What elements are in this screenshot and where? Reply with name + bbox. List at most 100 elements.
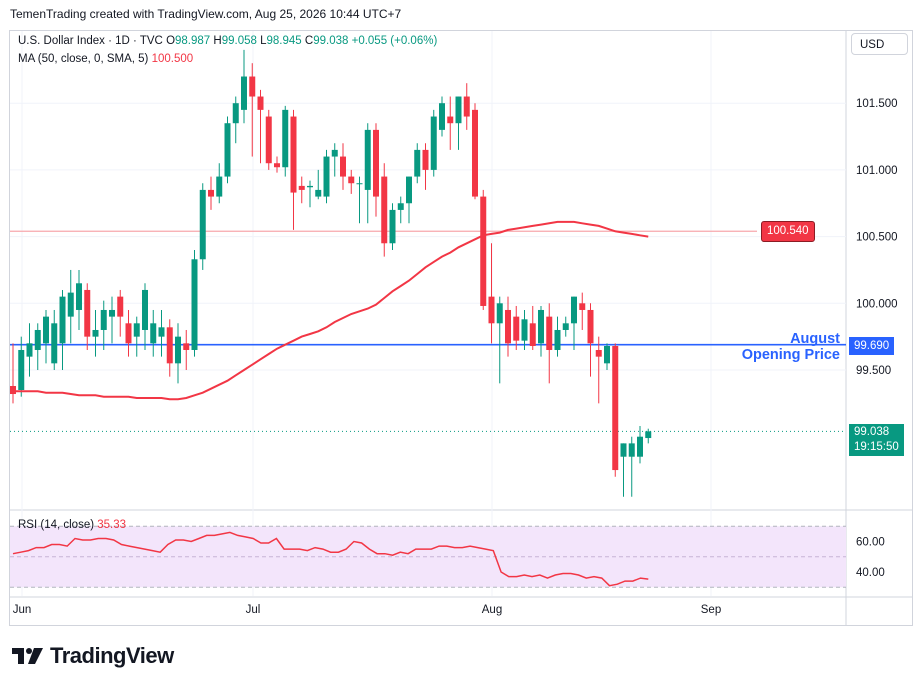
opening-price-tag: 99.690 <box>849 337 895 355</box>
low-value: 98.945 <box>266 35 302 47</box>
candle-body <box>430 116 437 170</box>
x-tick-label: Jun <box>13 604 32 616</box>
candle-body <box>645 431 652 439</box>
candle-body <box>76 283 82 310</box>
candle-body <box>595 349 602 357</box>
august-annotation: August Opening Price <box>700 331 840 363</box>
candle-body <box>100 309 107 330</box>
rsi-value: 35.33 <box>97 519 127 531</box>
candle-body <box>373 129 379 197</box>
annotation-line1: August <box>790 331 840 347</box>
candle-body <box>224 123 231 177</box>
candle-body <box>199 189 206 260</box>
symbol-title: U.S. Dollar Index · 1D · TVC <box>18 35 163 47</box>
ma-value: 100.500 <box>151 53 194 65</box>
candle-body <box>472 109 478 197</box>
candle-body <box>257 96 264 110</box>
ma-label: MA (50, close, 0, SMA, 5) <box>18 53 149 65</box>
y-tick-label: 100.500 <box>856 232 898 244</box>
candle-body <box>546 316 553 350</box>
candle-body <box>364 129 371 190</box>
annotation-line2: Opening Price <box>741 347 840 363</box>
close-label: C <box>304 35 314 47</box>
last-price-value: 99.038 <box>854 426 890 438</box>
candle-body <box>142 289 148 330</box>
candle-body <box>521 319 528 341</box>
candle-body <box>637 436 643 457</box>
countdown-value: 19:15:50 <box>854 441 899 453</box>
candle-body <box>463 96 470 117</box>
symbol-legend: U.S. Dollar Index · 1D · TVC O98.987 H99… <box>18 35 437 47</box>
candle-body <box>340 156 346 177</box>
candle-body <box>505 309 511 344</box>
chart-credit: TemenTrading created with TradingView.co… <box>10 7 402 21</box>
candle-body <box>480 196 487 306</box>
candle-body <box>406 176 412 204</box>
candle-body <box>331 149 338 157</box>
candle-body <box>191 259 198 350</box>
candle-body <box>447 116 454 124</box>
candle-body <box>265 116 272 164</box>
y-tick-label: 100.000 <box>856 298 898 310</box>
candle-body <box>571 296 577 324</box>
open-value: 98.987 <box>175 35 211 47</box>
candle-body <box>18 349 25 391</box>
candle-body <box>628 443 635 457</box>
chart-frame <box>9 30 913 626</box>
currency-button[interactable]: USD <box>851 33 908 55</box>
last-price-tag: 99.038 19:15:50 <box>849 424 904 456</box>
candle-body <box>117 296 124 317</box>
candle-body <box>604 345 610 364</box>
candle-body <box>150 323 157 344</box>
candle-body <box>315 189 322 197</box>
candle-body <box>166 327 173 364</box>
candle-body <box>175 336 181 364</box>
candle-body <box>109 309 115 317</box>
candle-body <box>356 183 363 185</box>
high-value: 99.058 <box>221 35 257 47</box>
close-value: 99.038 <box>313 35 349 47</box>
y-tick-label: 99.500 <box>856 365 891 377</box>
candle-body <box>208 189 214 197</box>
rsi-tick-label: 40.00 <box>856 567 885 579</box>
candle-body <box>529 323 536 346</box>
candle-body <box>274 163 280 168</box>
candle-body <box>84 289 91 337</box>
rsi-line <box>12 531 649 587</box>
candle-body <box>34 329 41 350</box>
candle-body <box>133 323 140 337</box>
candle-body <box>26 343 33 357</box>
candle-body <box>183 343 190 350</box>
candle-body <box>10 386 16 395</box>
ma-line <box>13 220 649 401</box>
x-tick-label: Jul <box>246 604 261 616</box>
candle-body <box>579 303 586 310</box>
candle-body <box>389 209 396 244</box>
candle-body <box>67 292 74 317</box>
candle-body <box>414 149 421 177</box>
candle-body <box>249 76 256 97</box>
candle-body <box>554 329 561 350</box>
candle-body <box>298 185 305 190</box>
low-label: L <box>260 35 267 47</box>
candle-body <box>307 185 313 188</box>
tradingview-logo[interactable]: TradingView <box>12 643 174 669</box>
ma-level-tag: 100.540 <box>761 221 815 242</box>
candle-body <box>232 103 239 124</box>
rsi-tick-label: 60.00 <box>856 537 885 549</box>
candle-body <box>381 176 388 244</box>
candle-body <box>241 76 247 110</box>
candle-body <box>348 176 355 184</box>
candle-body <box>43 316 49 344</box>
rsi-label: RSI (14, close) <box>18 519 95 531</box>
candle-body <box>422 149 429 170</box>
change-value: +0.055 (+0.06%) <box>351 35 438 47</box>
candle-body <box>455 96 462 124</box>
x-tick-label: Sep <box>701 604 721 616</box>
candle-body <box>216 176 223 197</box>
candle-body <box>125 323 132 344</box>
candle-body <box>513 316 520 341</box>
candle-body <box>620 443 627 457</box>
candle-body <box>439 103 445 130</box>
